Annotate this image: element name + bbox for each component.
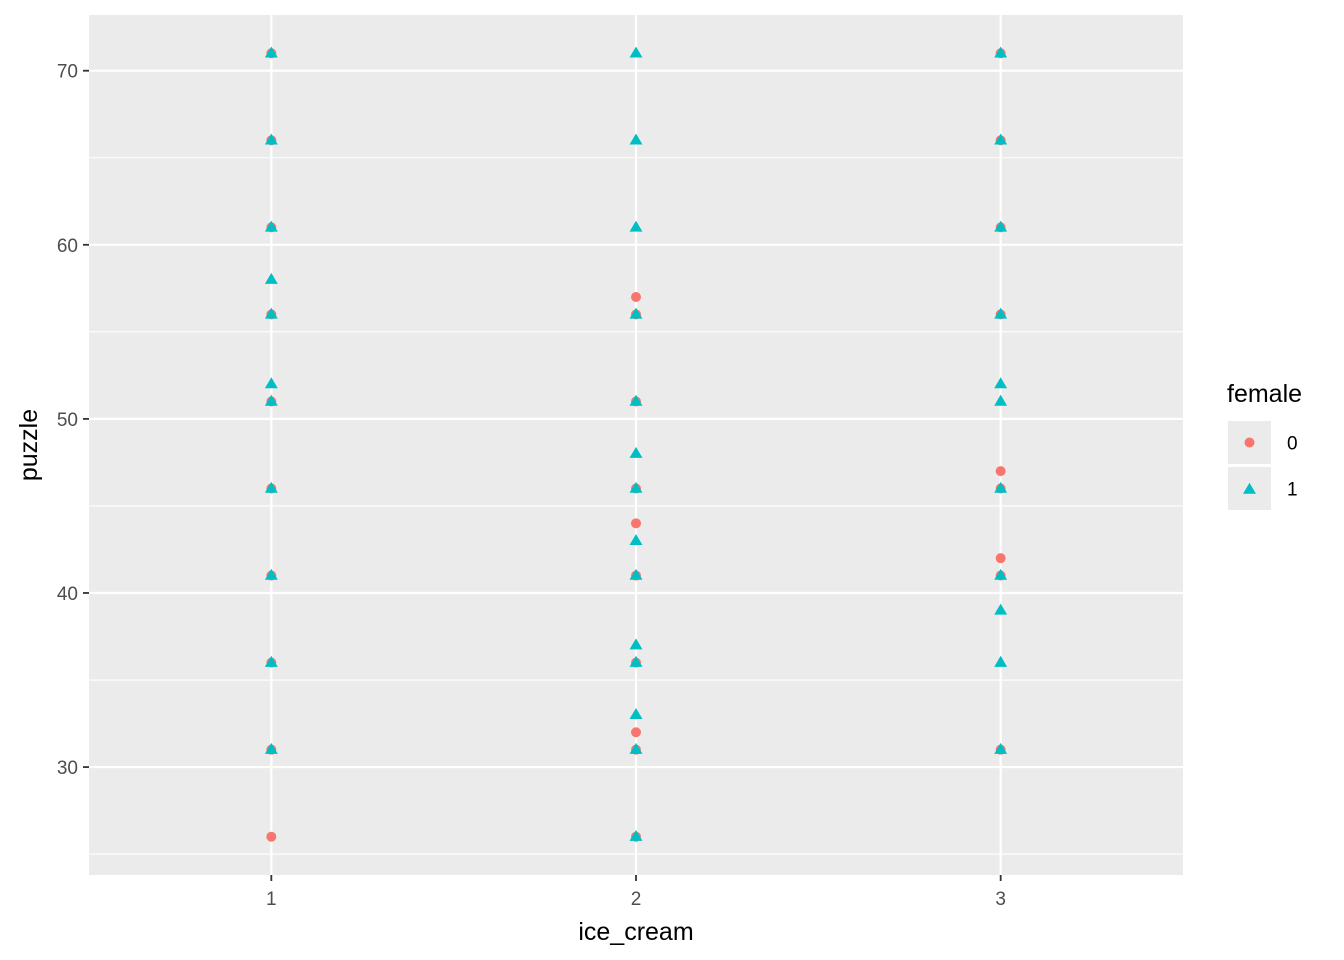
data-point-1-2-43 [629,533,643,545]
data-point-0-1-26 [266,831,277,842]
data-point-1-1-58 [264,272,278,284]
y-tick-label: 50 [57,410,78,431]
x-tick-label: 3 [995,889,1006,910]
legend-key-circle [1244,437,1255,448]
major-gridlines [89,15,1183,875]
y-axis: 30 40 50 60 70 [57,62,89,779]
data-point-1-2-36 [629,655,643,667]
data-point-1-3-66 [994,133,1008,145]
data-point-1-1-51 [264,394,278,406]
data-point-1-1-31 [264,742,278,754]
x-axis: 1 2 3 [266,875,1006,910]
data-point-0-2-44 [631,518,641,529]
y-tick-label: 40 [57,584,78,605]
data-point-1-1-71 [264,46,278,58]
y-tick-label: 60 [57,236,78,257]
data-point-1-1-41 [264,568,278,580]
data-point-1-2-61 [629,220,643,232]
x-tick-label: 2 [631,889,642,910]
legend: female 01 [1227,380,1302,510]
data-point-1-3-56 [994,307,1008,319]
data-point-0-3-42 [995,553,1006,564]
data-point-1-3-41 [994,568,1008,580]
data-point-1-3-39 [994,603,1008,615]
data-point-0-3-47 [995,466,1006,477]
data-point-1-2-41 [629,568,643,580]
data-point-1-1-56 [264,307,278,319]
data-point-0-2-57 [631,292,641,303]
data-point-1-1-61 [264,220,278,232]
legend-label: 0 [1287,434,1298,455]
data-point-1-3-52 [994,377,1008,389]
y-axis-title: puzzle [15,409,43,481]
data-point-1-2-37 [629,638,643,650]
legend-label: 1 [1287,480,1298,501]
data-point-1-3-31 [994,742,1008,754]
legend-title: female [1227,380,1302,408]
y-tick-label: 70 [57,62,78,83]
data-point-1-2-48 [629,446,643,458]
data-point-1-3-71 [994,46,1008,58]
data-points [264,46,1008,842]
legend-key-triangle [1243,482,1256,494]
data-point-1-2-56 [629,307,643,319]
x-axis-title: ice_cream [578,918,693,946]
data-point-1-3-61 [994,220,1008,232]
data-point-1-3-36 [994,655,1008,667]
data-point-1-1-36 [264,655,278,667]
data-point-1-2-26 [629,829,643,841]
data-point-1-2-66 [629,133,643,145]
data-point-1-2-31 [629,742,643,754]
data-point-1-2-33 [629,708,643,720]
data-point-1-1-66 [264,133,278,145]
data-point-1-2-46 [629,481,643,493]
x-tick-label: 1 [266,889,277,910]
data-point-1-3-46 [994,481,1008,493]
data-point-1-2-51 [629,394,643,406]
data-point-1-2-71 [629,46,643,58]
data-point-1-3-51 [994,394,1008,406]
data-point-1-1-52 [264,377,278,389]
y-tick-label: 30 [57,758,78,779]
data-point-1-1-46 [264,481,278,493]
legend-keys: 01 [1228,421,1298,510]
data-point-0-2-32 [631,727,641,738]
